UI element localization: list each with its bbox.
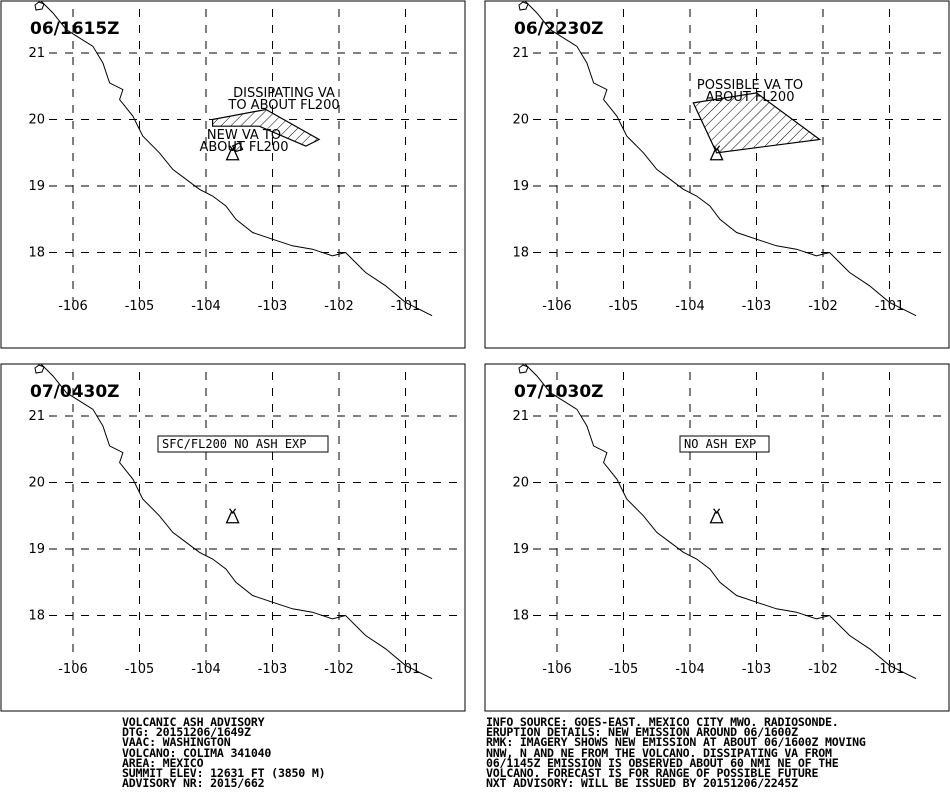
lon-tick-label: -102 bbox=[324, 662, 354, 677]
lon-tick-label: -104 bbox=[675, 299, 705, 314]
advisory-line: NNW, N AND NE FROM THE VOLCANO. DISSIPAT… bbox=[486, 745, 832, 760]
lat-tick-label: 19 bbox=[28, 542, 45, 557]
advisory-line: ADVISORY NR: 2015/662 bbox=[122, 776, 265, 791]
volcano-icon bbox=[225, 149, 240, 161]
lon-tick-label: -106 bbox=[542, 299, 572, 314]
lat-tick-label: 20 bbox=[28, 113, 45, 128]
advisory-line: INFO SOURCE: GOES-EAST. MEXICO CITY MWO.… bbox=[486, 715, 839, 729]
lat-tick-label: 18 bbox=[28, 609, 45, 624]
eruption-plume-mark bbox=[229, 145, 237, 151]
ash-area-label: NEW VA TO bbox=[207, 128, 281, 143]
island-outline bbox=[518, 1, 529, 11]
lat-tick-label: 18 bbox=[512, 246, 529, 261]
island-outline bbox=[518, 364, 529, 374]
lon-tick-label: -101 bbox=[391, 662, 421, 677]
lon-tick-label: -102 bbox=[808, 299, 838, 314]
eruption-plume-mark bbox=[713, 508, 721, 514]
lon-tick-label: -101 bbox=[875, 299, 905, 314]
lon-tick-label: -103 bbox=[742, 299, 772, 314]
ash-area-label: TO ABOUT FL200 bbox=[227, 98, 339, 113]
lon-tick-label: -104 bbox=[675, 662, 705, 677]
lat-tick-label: 18 bbox=[28, 246, 45, 261]
forecast-note-box bbox=[157, 435, 329, 453]
advisory-line: 06/1145Z EMISSION IS OBSERVED ABOUT 60 N… bbox=[486, 755, 839, 770]
panel-time-label: 07/0430Z bbox=[30, 382, 120, 402]
ash-area-label: POSSIBLE VA TO bbox=[697, 78, 803, 93]
lat-tick-label: 19 bbox=[512, 179, 529, 194]
forecast-note-text: SFC/FL200 NO ASH EXP bbox=[162, 437, 307, 451]
map-panel-2: -106 -105 -104 -103 -102 -101 21 20 19 18 POSSIBLE… bbox=[484, 0, 950, 349]
panel-frame bbox=[484, 0, 950, 349]
lon-tick-label: -102 bbox=[324, 299, 354, 314]
lat-tick-label: 20 bbox=[512, 476, 529, 491]
lat-tick-label: 21 bbox=[28, 46, 45, 61]
lon-tick-label: -106 bbox=[58, 662, 88, 677]
lat-tick-label: 20 bbox=[512, 113, 529, 128]
lon-tick-label: -103 bbox=[742, 662, 772, 677]
map-panel-4: -106 -105 -104 -103 -102 -101 21 20 19 18 NO ASH E… bbox=[484, 363, 950, 712]
eruption-plume-mark bbox=[229, 508, 237, 514]
volcano-icon bbox=[709, 149, 724, 161]
lat-tick-label: 19 bbox=[28, 179, 45, 194]
lon-tick-label: -101 bbox=[391, 299, 421, 314]
advisory-header-text: VOLCANIC ASH ADVISORY DTG: 20151206/1649Z… bbox=[122, 715, 326, 791]
panel-time-label: 06/1615Z bbox=[30, 19, 120, 39]
advisory-line: ERUPTION DETAILS: NEW EMISSION AROUND 06… bbox=[486, 725, 798, 740]
lon-tick-label: -106 bbox=[542, 662, 572, 677]
lon-tick-label: -106 bbox=[58, 299, 88, 314]
coastline bbox=[40, 1, 433, 317]
lon-tick-label: -105 bbox=[125, 662, 155, 677]
lat-tick-label: 21 bbox=[28, 409, 45, 424]
advisory-line: VOLCANO: COLIMA 341040 bbox=[122, 745, 272, 760]
lat-tick-label: 18 bbox=[512, 609, 529, 624]
lat-tick-label: 19 bbox=[512, 542, 529, 557]
coastline bbox=[524, 364, 917, 680]
panel-time-label: 07/1030Z bbox=[514, 382, 604, 402]
ash-cloud-area bbox=[692, 92, 822, 154]
panel-frame bbox=[0, 363, 466, 712]
advisory-line: VOLCANIC ASH ADVISORY bbox=[122, 715, 265, 729]
advisory-line: VOLCANO. FORECAST IS FOR RANGE OF POSSIB… bbox=[486, 765, 819, 780]
ash-cloud-area bbox=[212, 108, 321, 147]
coastline bbox=[40, 364, 433, 680]
map-panel-3: -106 -105 -104 -103 -102 -101 21 20 19 18 SFC/FL20… bbox=[0, 363, 466, 712]
advisory-line: RMK: IMAGERY SHOWS NEW EMISSION AT ABOUT… bbox=[486, 735, 866, 750]
panel-frame bbox=[484, 363, 950, 712]
lon-tick-label: -104 bbox=[191, 662, 221, 677]
forecast-note-text: NO ASH EXP bbox=[684, 437, 756, 451]
lon-tick-label: -104 bbox=[191, 299, 221, 314]
lon-tick-label: -101 bbox=[875, 662, 905, 677]
advisory-line: AREA: MEXICO bbox=[122, 755, 204, 770]
advisory-line: SUMMIT ELEV: 12631 FT (3850 M) bbox=[122, 765, 326, 780]
panel-frame bbox=[0, 0, 466, 349]
advisory-remarks-text: INFO SOURCE: GOES-EAST. MEXICO CITY MWO.… bbox=[486, 715, 866, 791]
lon-tick-label: -105 bbox=[609, 299, 639, 314]
eruption-plume-mark bbox=[713, 145, 721, 151]
lat-tick-label: 20 bbox=[28, 476, 45, 491]
lon-tick-label: -105 bbox=[125, 299, 155, 314]
map-panel-1: -106 -105 -104 -103 -102 -101 21 20 19 18 DISSIPAT… bbox=[0, 0, 466, 349]
ash-area-label: ABOUT FL200 bbox=[706, 90, 795, 105]
volcano-icon bbox=[225, 512, 240, 524]
coastline bbox=[524, 1, 917, 317]
ash-cloud-area bbox=[231, 141, 244, 153]
lat-tick-label: 21 bbox=[512, 46, 529, 61]
ash-area-label: ABOUT FL200 bbox=[200, 140, 289, 155]
advisory-line: VAAC: WASHINGTON bbox=[122, 735, 231, 750]
lon-tick-label: -105 bbox=[609, 662, 639, 677]
island-outline bbox=[34, 364, 45, 374]
lon-tick-label: -103 bbox=[258, 299, 288, 314]
panel-time-label: 06/2230Z bbox=[514, 19, 604, 39]
island-outline bbox=[34, 1, 45, 11]
advisory-line: DTG: 20151206/1649Z bbox=[122, 725, 251, 740]
forecast-map-grid: -106 -105 -104 -103 -102 -101 21 20 19 18 DISSIPAT… bbox=[0, 0, 950, 712]
lat-tick-label: 21 bbox=[512, 409, 529, 424]
volcano-icon bbox=[709, 512, 724, 524]
advisory-line: NXT ADVISORY: WILL BE ISSUED BY 20151206… bbox=[486, 776, 798, 791]
forecast-note-box bbox=[679, 435, 770, 453]
lon-tick-label: -102 bbox=[808, 662, 838, 677]
lon-tick-label: -103 bbox=[258, 662, 288, 677]
ash-area-label: DISSIPATING VA bbox=[233, 86, 335, 101]
